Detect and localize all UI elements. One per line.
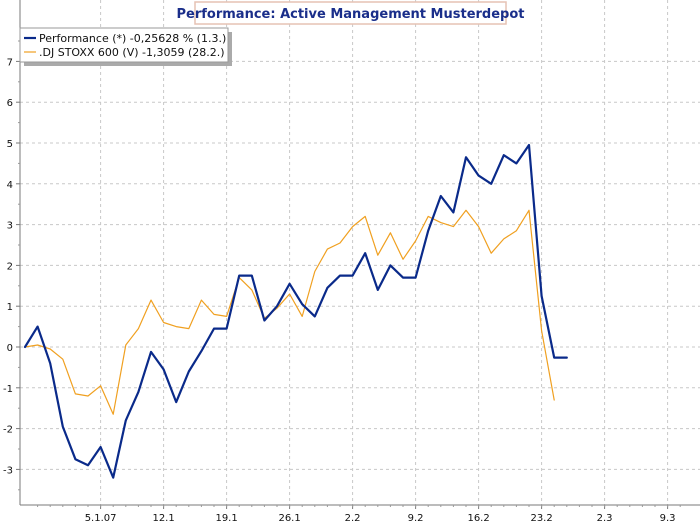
grid xyxy=(20,0,700,505)
y-tick-label: 5 xyxy=(7,139,13,150)
x-tick-label: 16.2 xyxy=(467,513,489,524)
y-tick-label: 1 xyxy=(7,302,13,313)
x-tick-label: 2.3 xyxy=(597,513,613,524)
series-line-performance xyxy=(23,143,568,479)
x-tick-label: 2.2 xyxy=(345,513,361,524)
chart-title: Performance: Active Management Musterdep… xyxy=(177,7,525,22)
chart-title-box: Performance: Active Management Musterdep… xyxy=(177,1,525,25)
axes: -3 -2 -1 0 1 2 3 4 5 6 7 5.1.07 12.1 19.1 26.1 2.2 9.2 16… xyxy=(3,0,700,524)
x-tick-label: 5.1.07 xyxy=(85,513,117,524)
legend: Performance (*) -0,25628 % (1.3.) .DJ ST… xyxy=(19,27,232,66)
y-tick-label: 3 xyxy=(7,221,13,232)
x-tick-label: 23.2 xyxy=(530,513,552,524)
series-lines xyxy=(23,143,568,479)
y-tick-label: -3 xyxy=(3,465,13,476)
y-tick-label: -2 xyxy=(3,425,13,436)
x-tick-label: 12.1 xyxy=(152,513,174,524)
y-tick-label: 6 xyxy=(7,98,13,109)
x-tick-label: 9.3 xyxy=(660,513,676,524)
y-tick-label: 2 xyxy=(7,261,13,272)
x-tick-label: 9.2 xyxy=(408,513,424,524)
series-line-stoxx xyxy=(24,209,555,415)
y-tick-label: 4 xyxy=(7,180,13,191)
legend-label-performance: Performance (*) -0,25628 % (1.3.) xyxy=(39,32,226,45)
x-tick-label: 19.1 xyxy=(215,513,237,524)
legend-label-stoxx: .DJ STOXX 600 (V) -1,3059 (28.2.) xyxy=(39,46,225,59)
y-tick-label: -1 xyxy=(3,384,13,395)
y-tick-label: 7 xyxy=(7,57,13,68)
x-tick-label: 26.1 xyxy=(278,513,300,524)
y-tick-label: 0 xyxy=(7,343,13,354)
